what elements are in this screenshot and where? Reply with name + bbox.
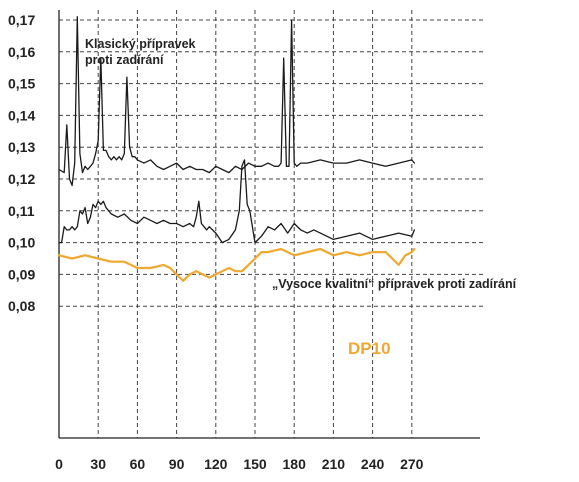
y-tick-label: 0,10 bbox=[8, 235, 35, 251]
y-tick-label: 0,09 bbox=[8, 266, 35, 282]
x-tick-label: 30 bbox=[90, 456, 106, 472]
y-tick-label: 0,16 bbox=[8, 44, 35, 60]
annotation-premium: „Vysoce kvalitní“ přípravek proti zadírá… bbox=[272, 277, 517, 291]
series-line-2 bbox=[58, 159, 416, 244]
series-lines bbox=[57, 16, 416, 282]
y-tick-label: 0,14 bbox=[8, 107, 35, 123]
y-tick-labels: 0,08 0,09 0,10 0,11 0,12 0,13 0,14 0,15 0,16 0,17 bbox=[8, 12, 35, 314]
x-tick-label: 0 bbox=[55, 456, 63, 472]
x-tick-label: 90 bbox=[169, 456, 185, 472]
annotation-dp10: DP10 bbox=[348, 339, 391, 358]
x-tick-label: 270 bbox=[400, 456, 424, 472]
x-tick-label: 180 bbox=[283, 456, 307, 472]
x-tick-labels: 0 30 60 90 120 150 180 210 240 270 bbox=[55, 456, 424, 472]
annotation-classic-line2: proti zadírání bbox=[85, 53, 164, 67]
y-tick-label: 0,11 bbox=[8, 203, 35, 219]
x-tick-label: 60 bbox=[130, 456, 146, 472]
x-tick-label: 240 bbox=[361, 456, 385, 472]
y-tick-label: 0,08 bbox=[8, 298, 35, 314]
y-tick-label: 0,17 bbox=[8, 12, 35, 28]
y-tick-label: 0,12 bbox=[8, 171, 35, 187]
annotation-classic-line1: Klasický přípravek bbox=[85, 37, 196, 51]
series-line-3 bbox=[57, 247, 416, 282]
x-tick-label: 210 bbox=[322, 456, 346, 472]
x-tick-label: 120 bbox=[204, 456, 228, 472]
y-tick-label: 0,15 bbox=[8, 76, 35, 92]
grid bbox=[59, 10, 485, 438]
y-tick-label: 0,13 bbox=[8, 139, 35, 155]
series-line-1 bbox=[58, 16, 416, 187]
x-tick-label: 150 bbox=[243, 456, 267, 472]
